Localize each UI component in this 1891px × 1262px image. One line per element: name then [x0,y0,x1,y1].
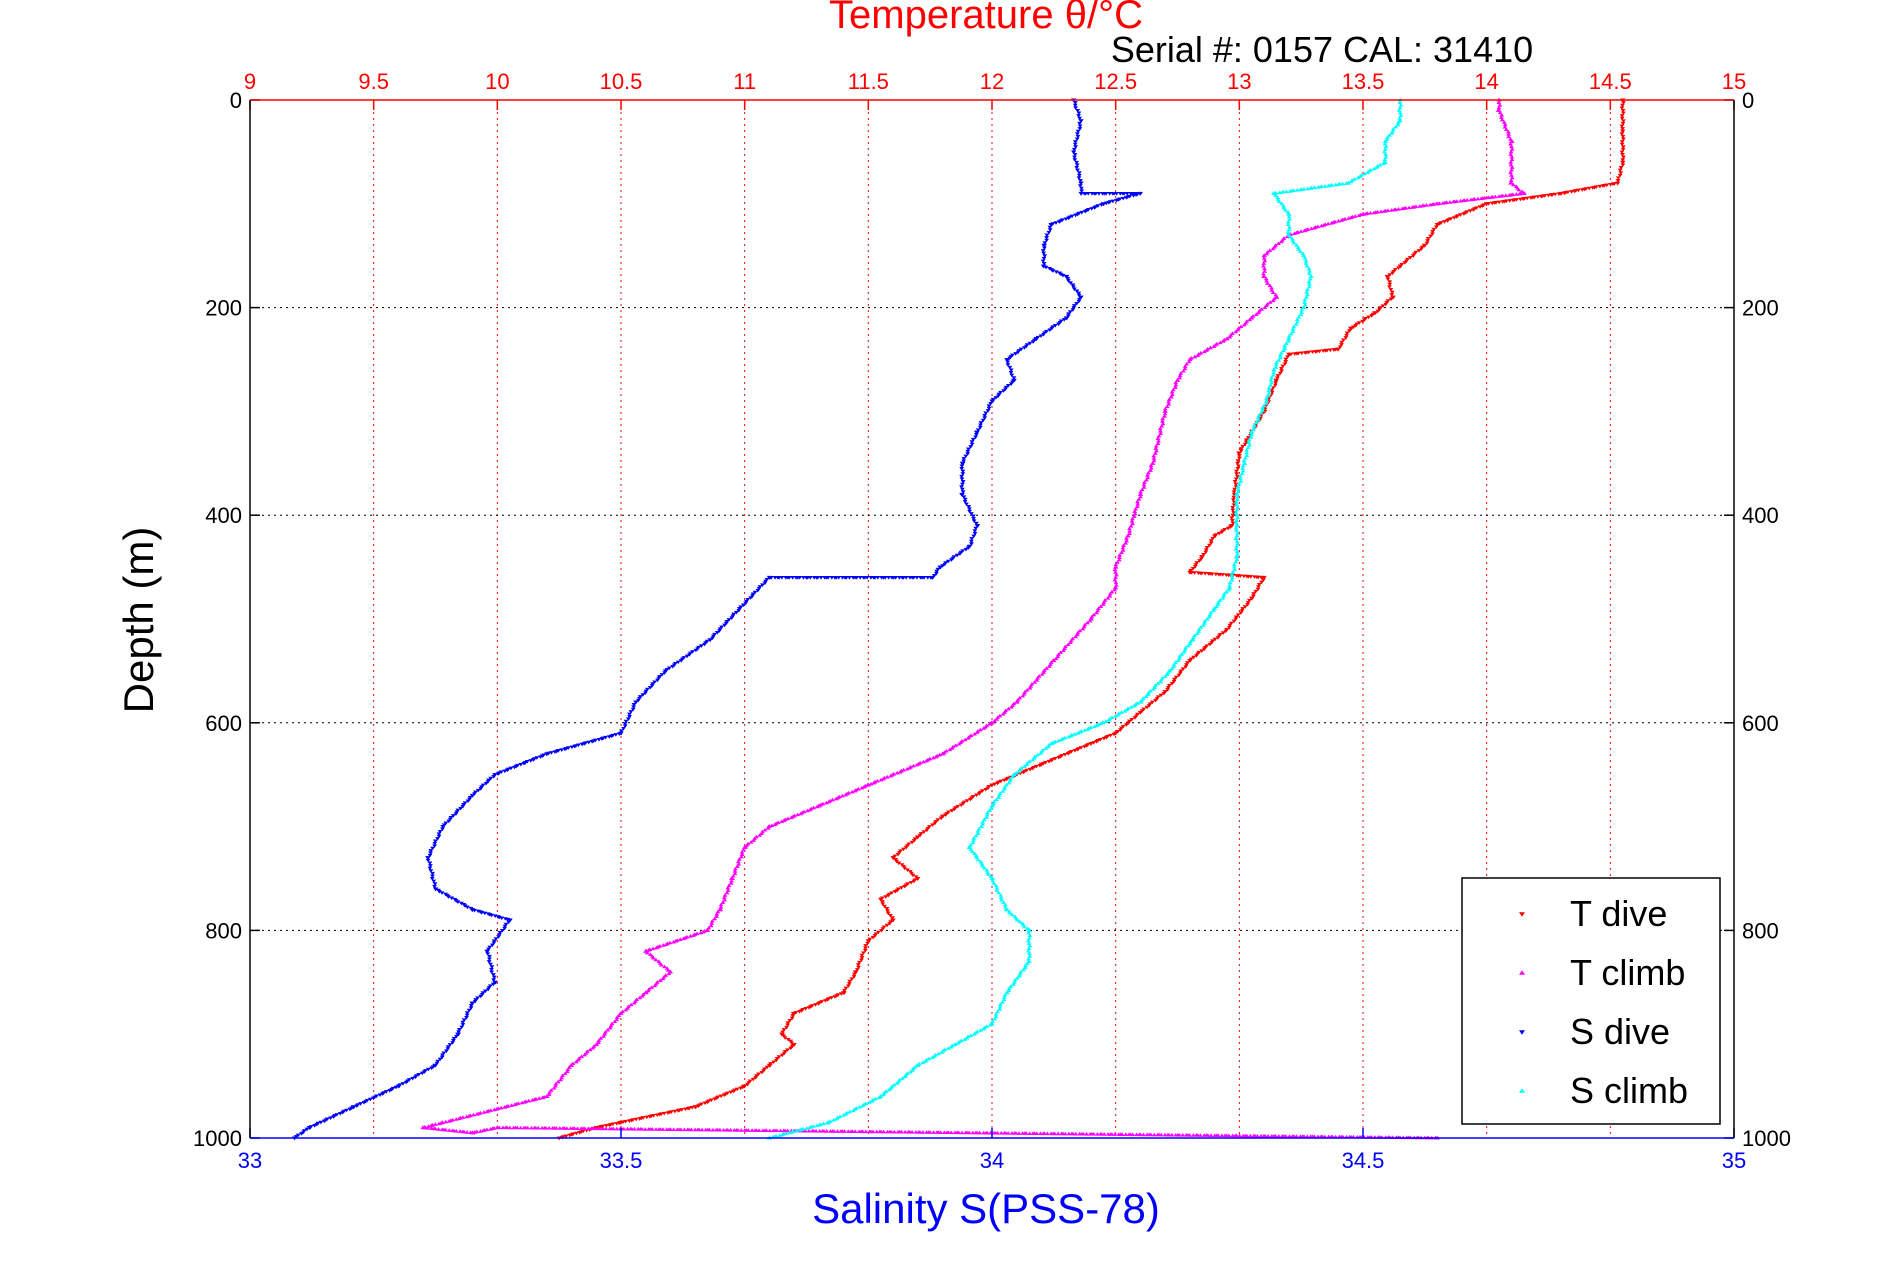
depth-tick-label-left: 1000 [193,1126,242,1151]
sal-tick-label: 33 [238,1148,262,1173]
temp-tick-label: 9.5 [358,69,389,94]
depth-tick-label-right: 200 [1742,296,1779,321]
legend-marker [1519,970,1525,975]
plot-area [291,97,1626,1141]
legend: T dive T climb S dive S climb [1461,877,1721,1125]
depth-tick-label-right: 600 [1742,711,1779,736]
temp-tick-label: 11.5 [848,69,889,94]
legend-marker [1519,1030,1525,1035]
depth-tick-label-right: 0 [1742,88,1754,113]
legend-label: T dive [1570,893,1667,934]
temp-tick-label: 13.5 [1342,69,1385,94]
series-s-climb [766,97,1404,1140]
chart-title: Temperature θ/°C [829,0,1143,37]
legend-label: S dive [1570,1011,1670,1052]
legend-label: S climb [1570,1070,1688,1111]
temp-tick-label: 11 [733,69,756,94]
depth-tick-label-left: 400 [205,503,242,528]
legend-label: T climb [1570,952,1685,993]
depth-tick-label-left: 600 [205,711,242,736]
temp-tick-label: 12.5 [1094,69,1137,94]
temp-tick-label: 14 [1474,69,1498,94]
sal-tick-label: 34 [980,1148,1004,1173]
depth-tick-label-right: 1000 [1742,1126,1791,1151]
legend-box [1461,877,1721,1125]
depth-tick-label-right: 800 [1742,918,1779,943]
legend-marker [1519,912,1525,917]
temp-tick-label: 13 [1227,69,1251,94]
tick-labels: 9 9.5 10 10.5 11 11.5 12 12.5 13 13.5 14 14.5 150 020… [193,69,1791,1173]
depth-tick-label-left: 800 [205,918,242,943]
series-t-climb [420,97,1527,1140]
depth-tick-label-right: 400 [1742,503,1779,528]
sal-tick-label: 35 [1722,1148,1746,1173]
series-marks [420,100,1527,1140]
series-marks [767,100,1404,1140]
series-s-dive [291,98,1143,1141]
temp-tick-label: 14.5 [1589,69,1632,94]
chart-subtitle: Serial #: 0157 CAL: 31410 [1111,29,1533,70]
temp-tick-label: 12 [980,69,1004,94]
sal-tick-label: 33.5 [600,1148,643,1173]
depth-axis-title: Depth (m) [115,527,162,714]
temp-tick-label: 10.5 [600,69,643,94]
depth-tick-label-left: 0 [230,88,242,113]
legend-marker [1519,1088,1525,1093]
axes-frame [249,99,1735,1139]
depth-tick-label-left: 200 [205,296,242,321]
temp-tick-label: 10 [485,69,509,94]
temp-tick-label: 9 [244,69,256,94]
salinity-axis-title: Salinity S(PSS-78) [812,1185,1160,1232]
temp-tick-label: 15 [1722,69,1746,94]
sal-tick-label: 34.5 [1342,1148,1385,1173]
